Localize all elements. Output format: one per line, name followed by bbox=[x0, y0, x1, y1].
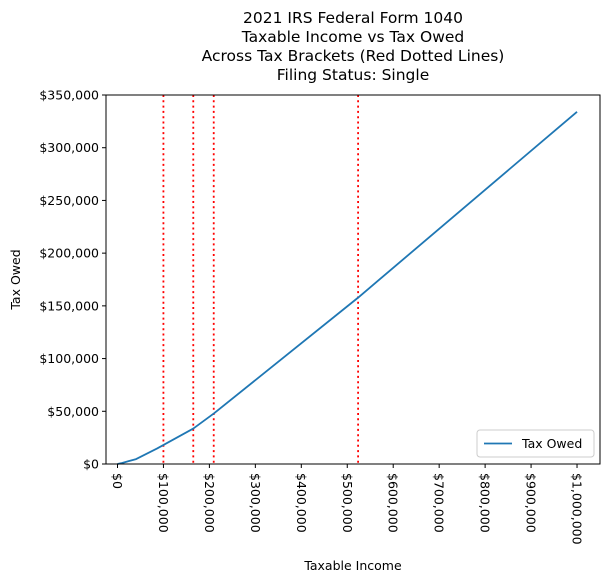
x-tick-label: $900,000 bbox=[524, 473, 539, 533]
y-tick-label: $0 bbox=[83, 457, 99, 472]
chart-title-line: 2021 IRS Federal Form 1040 bbox=[243, 9, 463, 27]
y-tick-label: $100,000 bbox=[39, 351, 99, 366]
x-tick-label: $500,000 bbox=[340, 473, 355, 533]
x-axis-ticks: $0 $100,000 $200,000 $300,000 $400,000 $500,0… bbox=[110, 464, 585, 545]
chart-subtitle-line: Across Tax Brackets (Red Dotted Lines) bbox=[202, 47, 505, 65]
x-tick-label: $800,000 bbox=[478, 473, 493, 533]
y-tick-label: $150,000 bbox=[39, 298, 99, 313]
x-tick-label: $1,000,000 bbox=[570, 473, 585, 545]
chart-subtitle-line: Taxable Income vs Tax Owed bbox=[241, 28, 465, 46]
y-tick-label: $350,000 bbox=[39, 88, 99, 103]
x-tick-label: $100,000 bbox=[156, 473, 171, 533]
x-tick-label: $400,000 bbox=[294, 473, 309, 533]
series-layer bbox=[117, 111, 578, 465]
x-tick-label: $600,000 bbox=[386, 473, 401, 533]
y-tick-label: $300,000 bbox=[39, 140, 99, 155]
y-tick-label: $50,000 bbox=[47, 404, 99, 419]
y-tick-label: $250,000 bbox=[39, 193, 99, 208]
plot-frame bbox=[105, 94, 601, 465]
y-axis-ticks: $0 $50,000 $100,000 $150,000 $200,000 $250,00… bbox=[39, 88, 106, 472]
x-tick-label: $200,000 bbox=[202, 473, 217, 533]
legend-label: Tax Owed bbox=[521, 436, 582, 451]
chart-subtitle-line: Filing Status: Single bbox=[277, 66, 430, 84]
chart-title: 2021 IRS Federal Form 1040 Taxable Incom… bbox=[202, 9, 505, 84]
x-tick-label: $700,000 bbox=[432, 473, 447, 533]
y-tick-label: $200,000 bbox=[39, 246, 99, 261]
x-tick-label: $300,000 bbox=[248, 473, 263, 533]
x-tick-label: $0 bbox=[110, 473, 125, 489]
legend-box bbox=[476, 429, 595, 458]
x-axis-label: Taxable Income bbox=[303, 558, 402, 573]
series-line-tax-owed bbox=[117, 111, 578, 465]
legend: Tax Owed bbox=[476, 429, 595, 458]
y-axis-label: Tax Owed bbox=[8, 249, 23, 310]
bracket-lines bbox=[162, 95, 360, 464]
